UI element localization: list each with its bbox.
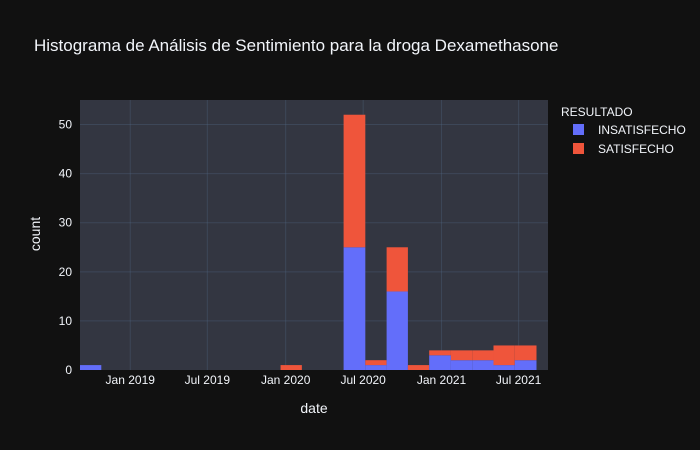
y-axis-ticks: 0 10 20 30 40 50 xyxy=(59,118,73,377)
bar-satisfecho[interactable] xyxy=(343,114,366,248)
legend[interactable]: RESULTADO INSATISFECHO SATISFECHO xyxy=(561,105,686,156)
bar-insatisfecho[interactable] xyxy=(514,360,537,370)
bar-insatisfecho[interactable] xyxy=(493,365,515,370)
x-tick-label: Jul 2020 xyxy=(340,373,386,387)
legend-title: RESULTADO xyxy=(561,105,633,119)
chart-title: Histograma de Análisis de Sentimiento pa… xyxy=(34,36,558,55)
x-tick-label: Jan 2021 xyxy=(417,373,467,387)
bar-insatisfecho[interactable] xyxy=(80,365,102,370)
y-tick-label: 50 xyxy=(59,118,73,132)
bar-insatisfecho[interactable] xyxy=(343,247,366,370)
legend-label[interactable]: SATISFECHO xyxy=(598,142,674,156)
bar-insatisfecho[interactable] xyxy=(386,291,408,370)
y-tick-label: 10 xyxy=(59,314,73,328)
legend-swatch[interactable] xyxy=(573,124,584,135)
bar-satisfecho[interactable] xyxy=(280,365,302,370)
plot-area xyxy=(80,100,548,370)
bar-satisfecho[interactable] xyxy=(365,360,387,366)
bar-insatisfecho[interactable] xyxy=(429,355,451,370)
x-axis-ticks: Jan 2019 Jul 2019 Jan 2020 Jul 2020 Jan 2021… xyxy=(106,373,542,387)
bar-insatisfecho[interactable] xyxy=(450,360,473,370)
y-tick-label: 0 xyxy=(65,363,72,377)
bar-insatisfecho[interactable] xyxy=(365,365,387,370)
x-tick-label: Jul 2019 xyxy=(185,373,231,387)
bar-satisfecho[interactable] xyxy=(493,345,515,366)
x-tick-label: Jan 2020 xyxy=(261,373,311,387)
bar-insatisfecho[interactable] xyxy=(472,360,494,370)
bar-satisfecho[interactable] xyxy=(407,365,430,370)
bar-satisfecho[interactable] xyxy=(514,345,537,361)
legend-swatch[interactable] xyxy=(573,143,584,154)
bars-group xyxy=(80,114,537,370)
y-axis-title: count xyxy=(27,217,43,251)
bar-satisfecho[interactable] xyxy=(386,247,408,292)
y-tick-label: 40 xyxy=(59,167,73,181)
x-tick-label: Jan 2019 xyxy=(106,373,156,387)
bar-satisfecho[interactable] xyxy=(472,350,494,361)
x-tick-label: Jul 2021 xyxy=(496,373,542,387)
bar-satisfecho[interactable] xyxy=(450,350,473,361)
y-tick-label: 20 xyxy=(59,265,73,279)
bar-satisfecho[interactable] xyxy=(429,350,451,356)
x-axis-title: date xyxy=(300,400,327,416)
y-tick-label: 30 xyxy=(59,216,73,230)
legend-label[interactable]: INSATISFECHO xyxy=(598,123,686,137)
